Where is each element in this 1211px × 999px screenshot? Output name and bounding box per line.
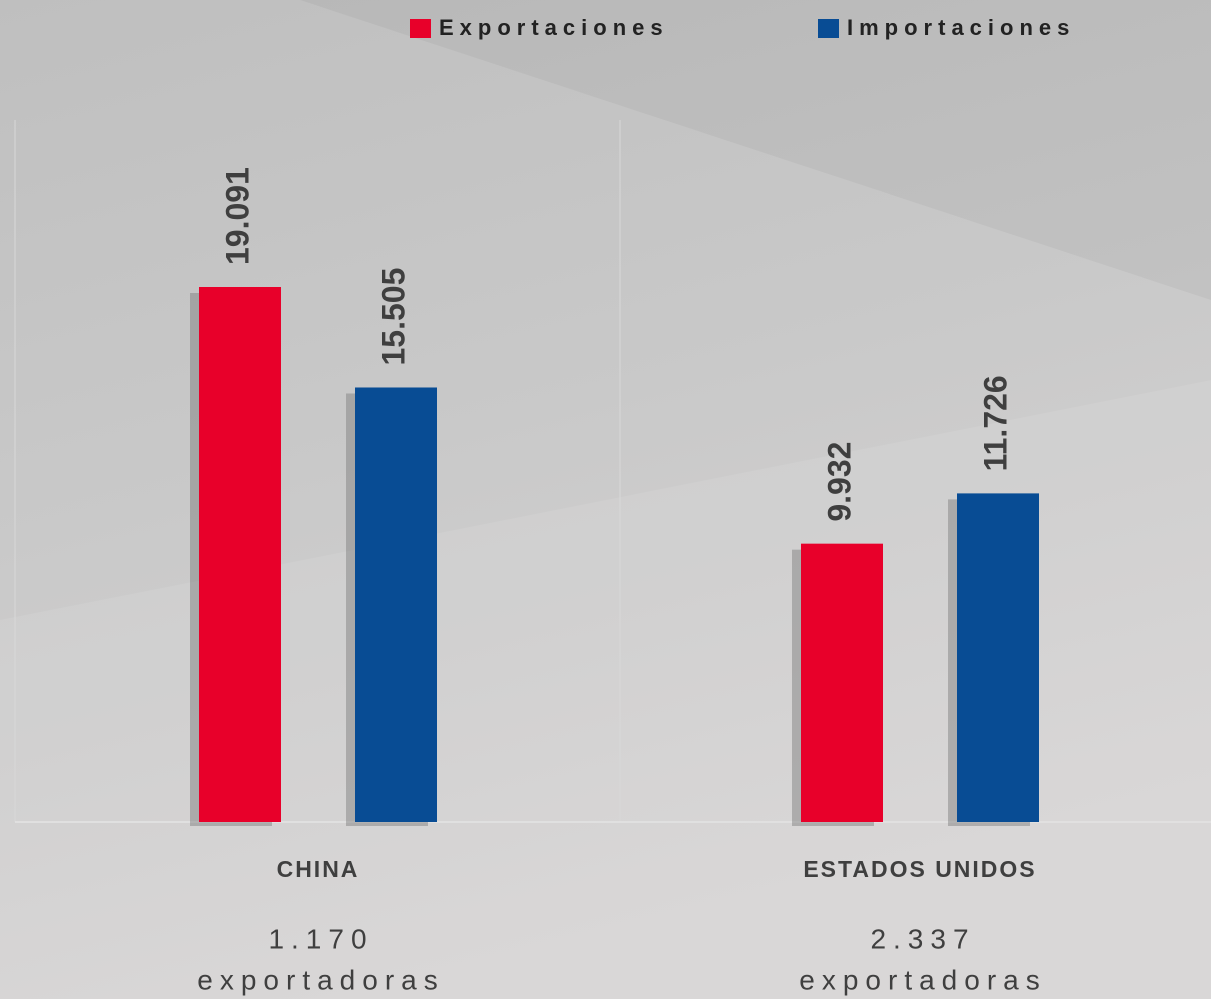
bar <box>355 387 437 822</box>
bar <box>957 493 1039 822</box>
category-count: 2.337 <box>870 923 975 954</box>
background-shape <box>300 0 1211 300</box>
category-note: exportadoras <box>197 964 444 995</box>
value-label: 9.932 <box>821 442 857 522</box>
x-tick-label: CHINA <box>277 856 360 882</box>
legend-swatch <box>410 19 431 38</box>
background-shape <box>0 380 1211 999</box>
bar <box>801 543 883 822</box>
legend-swatch <box>818 19 839 38</box>
legend-label: Importaciones <box>847 15 1075 40</box>
category-note: exportadoras <box>799 964 1046 995</box>
x-tick-label: ESTADOS UNIDOS <box>803 856 1036 882</box>
value-label: 15.505 <box>375 268 411 366</box>
value-label: 19.091 <box>219 167 255 265</box>
bar <box>199 287 281 822</box>
value-label: 11.726 <box>977 375 1013 471</box>
legend-label: Exportaciones <box>439 15 669 40</box>
category-count: 1.170 <box>268 923 373 954</box>
